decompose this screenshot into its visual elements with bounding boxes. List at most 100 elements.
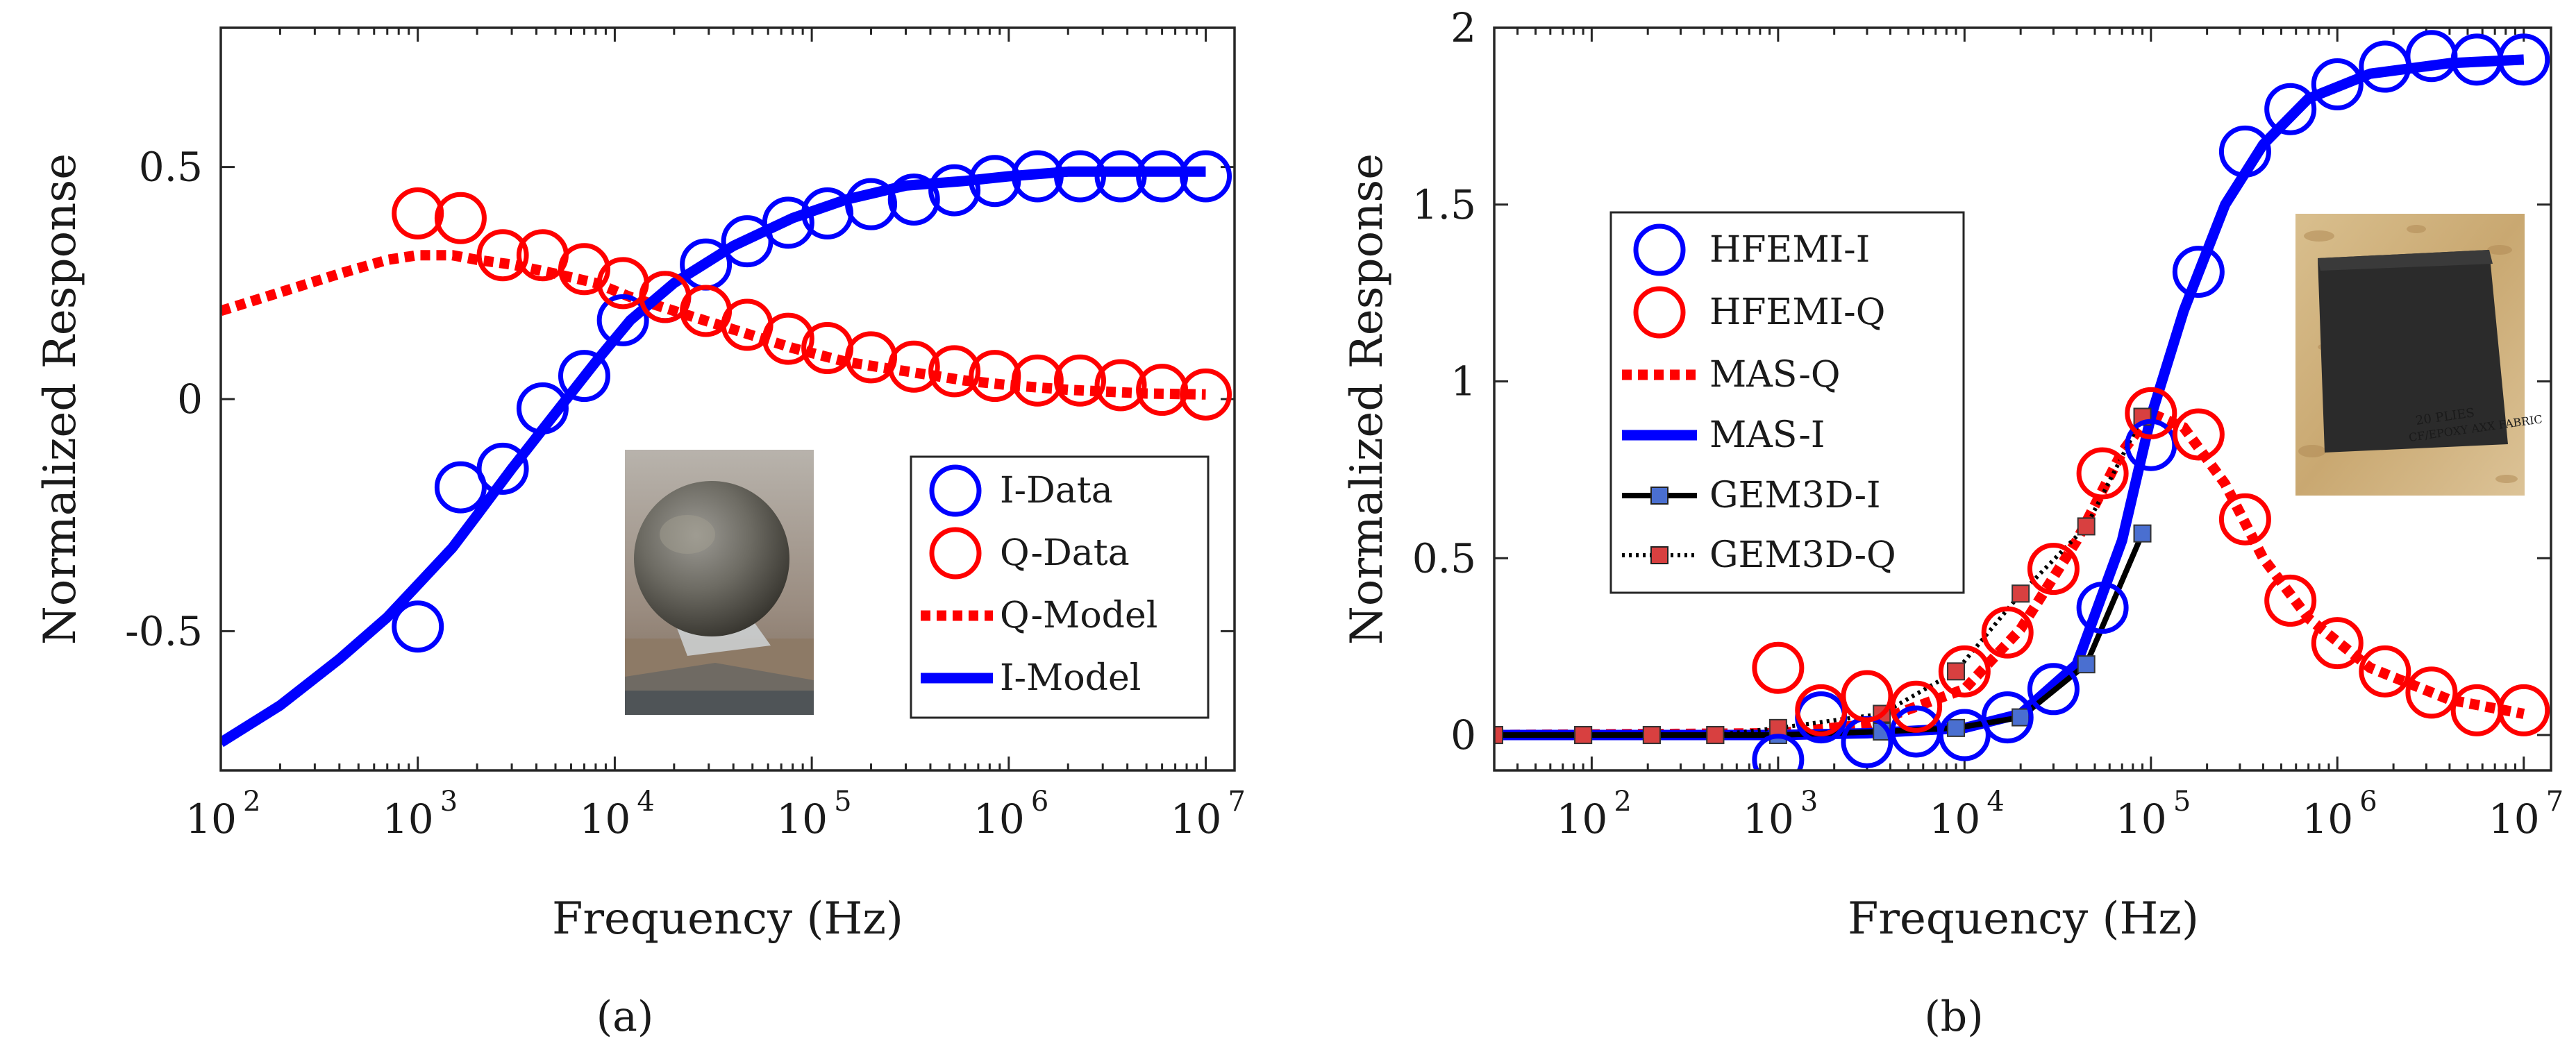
svg-text:GEM3D-I: GEM3D-I [1709, 475, 1881, 516]
y-tick-label: 1 [1450, 358, 1476, 405]
series-q-data-point [969, 350, 1021, 403]
x-tick-label: 10 [383, 795, 434, 843]
panel-a-tick-labels: 10 2 10 3 10 4 10 5 10 6 10 7-0.500.5 [125, 144, 1246, 843]
panel-a-chart: 10 2 10 3 10 4 10 5 10 6 10 7-0.500.5 I-Data Q-Data [35, 26, 1246, 1041]
legend-entry-hfemi-q: HFEMI-Q [1633, 286, 1885, 339]
x-tick-label-exponent: 5 [834, 786, 851, 818]
series-q-data-point [1180, 368, 1232, 421]
series-q-data-point [476, 229, 529, 282]
series-i-data-point [1053, 150, 1106, 203]
x-tick-label-exponent: 6 [2359, 786, 2377, 818]
svg-text:GEM3D-Q: GEM3D-Q [1709, 534, 1896, 576]
series-i-data-point [928, 164, 981, 217]
series-hfemi-q-point [1981, 606, 2034, 659]
series-gem3d-i-point [1947, 718, 1966, 737]
series-hfemi-i-point [2498, 33, 2550, 86]
series-gem3d-i-point [2077, 655, 2096, 674]
x-tick-label: 10 [2116, 795, 2167, 843]
series-i-data-point [887, 173, 940, 226]
legend-entry-gem3d-i: GEM3D-I [1622, 475, 1881, 516]
x-tick-label: 10 [1743, 795, 1794, 843]
panel-b-chart: 10 2 10 3 10 4 10 5 10 6 10 700.511.52 20 PLIES CF/… [1341, 4, 2564, 1041]
series-hfemi-i-point [2264, 83, 2317, 135]
series-hfemi-q-point [1795, 684, 1848, 736]
series-q-data-point [1136, 364, 1189, 416]
series-i-data-point [434, 461, 487, 514]
panel-a-legend: I-Data Q-Data Q-Model I-Model [910, 455, 1210, 719]
y-tick-label: 1.5 [1412, 181, 1476, 228]
series-hfemi-q-point [2172, 408, 2225, 461]
series-hfemi-i-point [2405, 30, 2458, 83]
series-gem3d-q-point [2012, 584, 2030, 603]
x-tick-label: 10 [776, 795, 828, 843]
x-tick-label: 10 [2302, 795, 2353, 843]
series-q-data-point [1011, 354, 1064, 407]
svg-text:I-Data: I-Data [1000, 470, 1113, 512]
series-gem3d-q-point [1706, 726, 1725, 745]
series-i-data-point [516, 382, 569, 434]
series-hfemi-q-point [2218, 493, 2271, 546]
series-hfemi-q-point [1890, 680, 1943, 733]
carbon-fiber-panel-photo: 20 PLIES CF/EPOXY AXX FABRIC [2295, 214, 2543, 496]
series-hfemi-q-point [2311, 617, 2364, 670]
series-hfemi-i-point [2172, 246, 2225, 298]
series-i-data-point [1136, 150, 1189, 203]
series-hfemi-q-point [1752, 641, 1805, 694]
legend-entry-q-data: Q-Data [929, 527, 1130, 580]
series-hfemi-q-point [2405, 666, 2458, 719]
series-gem3d-q-point [1574, 726, 1593, 745]
panel-b-axes-frame [1493, 26, 2552, 772]
series-hfemi-i-point [2218, 125, 2271, 178]
svg-text:I-Model: I-Model [1000, 657, 1141, 699]
panel-a-y-axis-label: Normalized Response [35, 153, 86, 645]
x-tick-label: 10 [2489, 795, 2540, 843]
x-tick-label-exponent: 7 [1228, 786, 1246, 818]
series-hfemi-i-point [1752, 734, 1805, 770]
series-gem3d-q-point [2077, 517, 2096, 536]
series-hfemi-q-point [2359, 645, 2411, 698]
y-tick-label: 0 [177, 375, 203, 423]
series-hfemi-i-point [2311, 58, 2364, 111]
svg-text:Q-Model: Q-Model [1000, 595, 1157, 636]
series-gem3d-q-point [1947, 662, 1966, 681]
legend-entry-mas-q: MAS-Q [1622, 354, 1841, 396]
y-tick-label: 2 [1450, 4, 1476, 51]
svg-text:MAS-I: MAS-I [1709, 414, 1825, 456]
series-gem3d-i-point [2012, 708, 2030, 727]
series-hfemi-q-point [1841, 670, 1893, 723]
series-q-data-point [928, 345, 981, 398]
legend-entry-i-model: I-Model [921, 657, 1141, 699]
x-tick-label-exponent: 5 [2173, 786, 2191, 818]
panel-b-x-axis-label: Frequency (Hz) [1848, 893, 2199, 945]
panel-b-series [1494, 30, 2550, 770]
series-i-data-point [969, 155, 1021, 208]
series-q-data-point [392, 187, 444, 239]
panel-a-x-axis-label: Frequency (Hz) [552, 893, 903, 945]
series-i-data-point [1094, 150, 1147, 203]
series-q-data-point [434, 192, 487, 244]
svg-text:Q-Data: Q-Data [1000, 532, 1130, 574]
x-tick-label: 10 [1929, 795, 1980, 843]
panel-b-y-axis-label: Normalized Response [1341, 153, 1393, 645]
series-q-data-point [1053, 354, 1106, 407]
series-i-data-point [558, 350, 610, 403]
series-q-data-point [762, 312, 814, 365]
series-i-data-point [1011, 150, 1064, 203]
series-gem3d-q-point [1494, 726, 1503, 745]
x-tick-label: 10 [580, 795, 631, 843]
legend-entry-gem3d-q: GEM3D-Q [1622, 534, 1896, 576]
legend-entry-mas-i: MAS-I [1622, 414, 1825, 456]
svg-text:MAS-Q: MAS-Q [1709, 354, 1841, 396]
series-hfemi-i-point [1981, 691, 2034, 744]
series-q-data-point [1094, 359, 1147, 412]
series-i-model-line [221, 166, 1206, 748]
legend-entry-q-model: Q-Model [921, 595, 1157, 636]
series-i-data-point [392, 600, 444, 653]
series-q-data-point [558, 243, 610, 296]
series-i-data-point [1180, 150, 1232, 203]
x-tick-label: 10 [973, 795, 1025, 843]
svg-text:HFEMI-I: HFEMI-I [1709, 229, 1870, 271]
panel-a-axes-frame [219, 26, 1236, 772]
series-hfemi-i-point [1938, 709, 1991, 761]
series-i-data-point [845, 178, 898, 230]
